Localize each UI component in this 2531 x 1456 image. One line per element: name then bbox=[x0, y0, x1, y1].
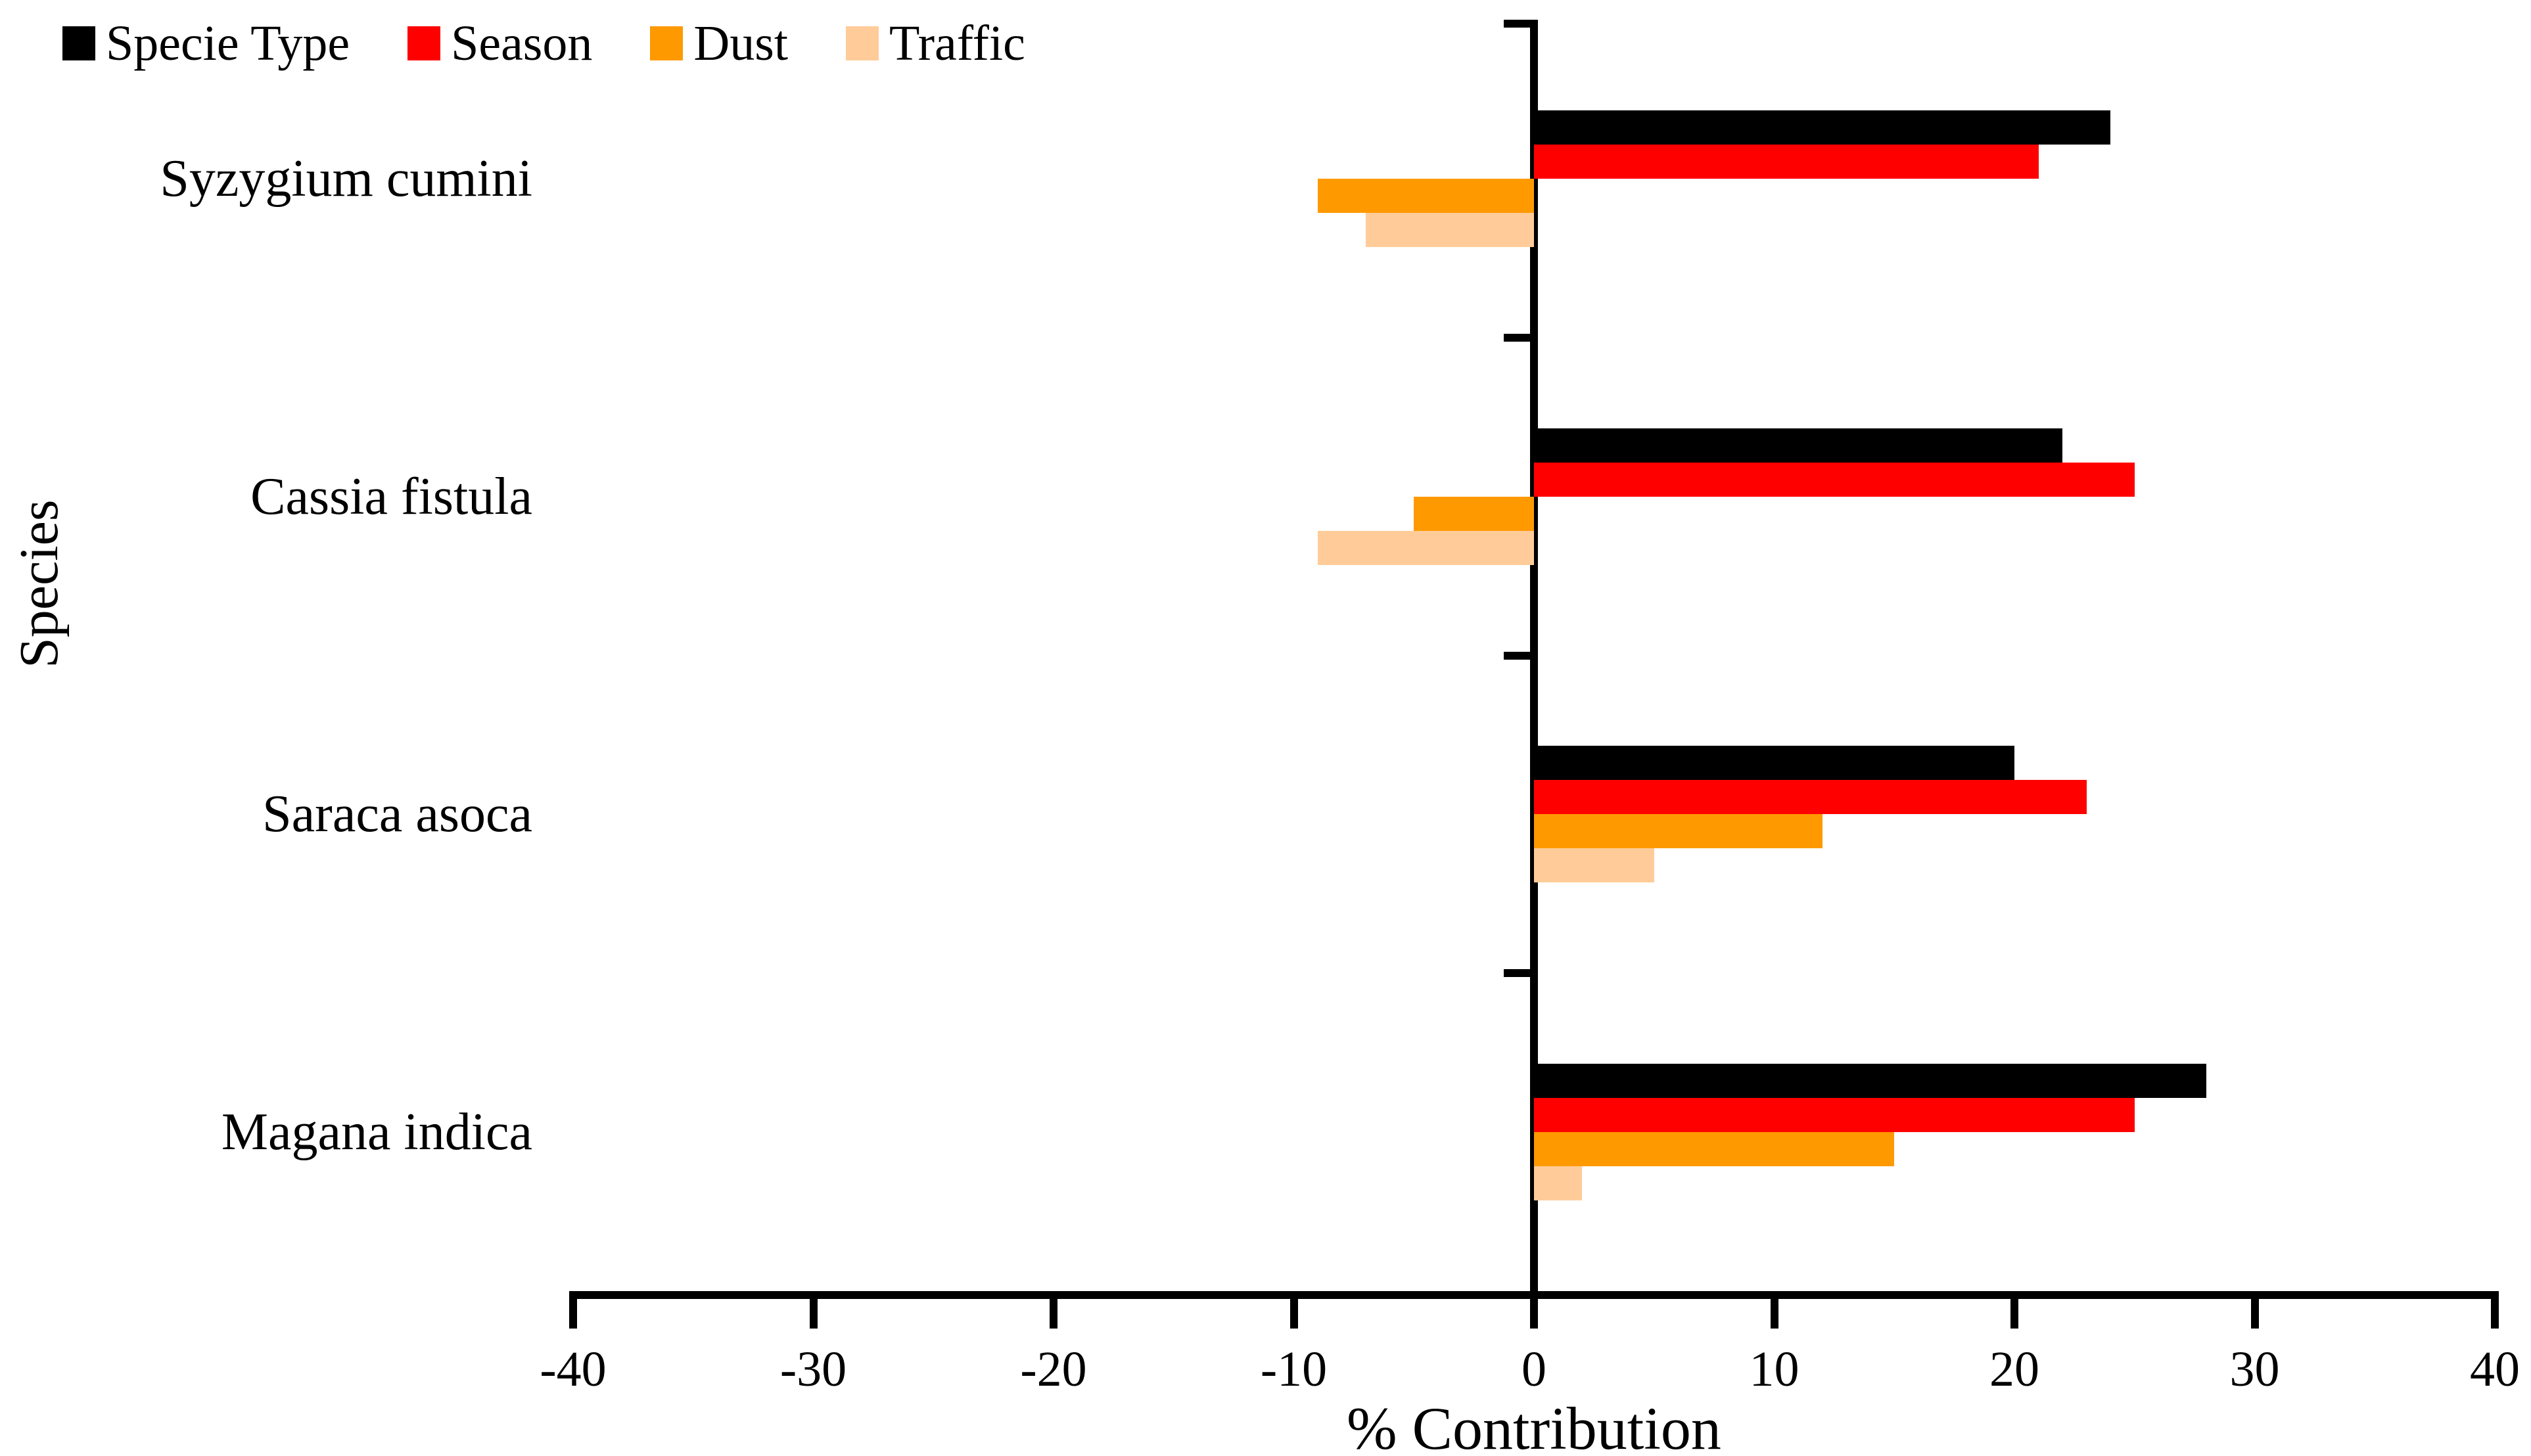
category-label: Magana indica bbox=[221, 1103, 532, 1162]
legend-swatch-icon bbox=[62, 26, 95, 60]
legend-swatch-icon bbox=[845, 26, 879, 60]
legend-label: Specie Type bbox=[106, 16, 350, 71]
legend-label: Dust bbox=[693, 16, 788, 71]
x-axis-tick bbox=[2250, 1299, 2259, 1329]
x-axis-tick-label: 40 bbox=[2470, 1342, 2520, 1397]
x-axis-tick-label: -40 bbox=[540, 1342, 607, 1397]
y-axis-title: Species bbox=[9, 499, 70, 668]
bar-specie-type-syzygium-cumini bbox=[1534, 110, 2111, 145]
x-axis-title: % Contribution bbox=[1347, 1395, 1721, 1456]
legend-swatch-icon bbox=[650, 26, 684, 60]
bar-season-cassia-fistula bbox=[1534, 462, 2135, 497]
legend-item-season: Season bbox=[407, 17, 592, 70]
x-axis-line bbox=[569, 1291, 2499, 1299]
bar-traffic-cassia-fistula bbox=[1318, 530, 1534, 565]
x-axis-tick bbox=[2491, 1299, 2499, 1329]
bar-specie-type-saraca-asoca bbox=[1534, 746, 2014, 781]
y-axis-line bbox=[1530, 20, 1538, 1299]
x-axis-tick-label: -10 bbox=[1260, 1342, 1328, 1397]
category-label: Syzygium cumini bbox=[160, 149, 532, 208]
y-axis-tick bbox=[1504, 20, 1530, 28]
bar-specie-type-magana-indica bbox=[1534, 1064, 2207, 1099]
y-axis-tick bbox=[1504, 969, 1530, 978]
x-axis-tick bbox=[1289, 1299, 1298, 1329]
x-axis-tick-label: 30 bbox=[2229, 1342, 2280, 1397]
x-axis-tick bbox=[809, 1299, 818, 1329]
bar-dust-syzygium-cumini bbox=[1318, 178, 1534, 213]
legend-label: Traffic bbox=[889, 16, 1025, 71]
category-label: Cassia fistula bbox=[250, 467, 532, 526]
bar-dust-magana-indica bbox=[1534, 1132, 1895, 1167]
x-axis-tick bbox=[2010, 1299, 2018, 1329]
legend-item-dust: Dust bbox=[650, 17, 788, 70]
category-label: Saraca asoca bbox=[262, 785, 532, 844]
x-axis-tick-label: -30 bbox=[779, 1342, 847, 1397]
legend: Specie Type Season Dust Traffic bbox=[62, 17, 1025, 70]
bar-season-saraca-asoca bbox=[1534, 780, 2087, 815]
legend-item-traffic: Traffic bbox=[845, 16, 1025, 71]
legend-swatch-icon bbox=[407, 26, 441, 60]
y-axis-tick bbox=[1504, 651, 1530, 660]
x-axis-tick-label: 10 bbox=[1749, 1342, 1800, 1397]
bar-traffic-saraca-asoca bbox=[1534, 848, 1654, 883]
bar-traffic-magana-indica bbox=[1534, 1166, 1583, 1201]
legend-item-specie-type: Specie Type bbox=[62, 17, 350, 70]
x-axis-tick-label: 20 bbox=[1989, 1342, 2039, 1397]
x-axis-tick-label: -20 bbox=[1020, 1342, 1087, 1397]
x-axis-tick bbox=[569, 1299, 577, 1329]
bar-season-syzygium-cumini bbox=[1534, 144, 2039, 179]
bar-dust-cassia-fistula bbox=[1414, 496, 1534, 531]
x-axis-tick-label: 0 bbox=[1521, 1342, 1546, 1397]
bar-specie-type-cassia-fistula bbox=[1534, 428, 2063, 463]
x-axis-tick bbox=[1530, 1299, 1538, 1329]
legend-label: Season bbox=[451, 16, 593, 71]
bar-traffic-syzygium-cumini bbox=[1366, 212, 1534, 247]
x-axis-tick bbox=[1770, 1299, 1778, 1329]
bar-dust-saraca-asoca bbox=[1534, 814, 1823, 849]
bar-season-magana-indica bbox=[1534, 1098, 2135, 1133]
y-axis-tick bbox=[1504, 333, 1530, 342]
x-axis-tick bbox=[1050, 1299, 1057, 1329]
